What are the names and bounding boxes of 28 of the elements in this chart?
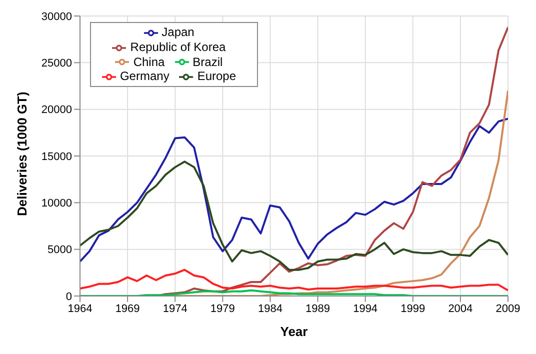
legend-label: Republic of Korea: [130, 40, 226, 54]
x-tick-label: 1994: [353, 302, 378, 315]
line-series: [80, 118, 508, 262]
line-series: [80, 160, 508, 271]
legend-label: China: [133, 54, 165, 69]
legend-label: Brazil: [192, 54, 223, 69]
x-tick-label: 1999: [400, 302, 426, 315]
y-tick-label: 25000: [41, 58, 72, 70]
y-tick-label: 30000: [41, 10, 72, 23]
y-tick-label: 5000: [48, 244, 72, 256]
line-series: [80, 268, 508, 292]
x-tick-label: 1984: [258, 302, 282, 315]
x-tick-label: 1964: [68, 302, 92, 315]
legend-label: Japan: [162, 25, 194, 39]
y-tick-label: 0: [66, 290, 72, 303]
y-tick-label: 10000: [41, 198, 72, 210]
x-tick-label: 1979: [210, 302, 235, 315]
x-tick-label: 1989: [306, 302, 330, 315]
x-tick-label: 2004: [448, 302, 473, 315]
y-tick-label: 15000: [41, 150, 72, 163]
x-axis-title: Year: [280, 324, 308, 339]
y-axis-title: Deliveries (1000 GT): [14, 92, 30, 216]
x-tick-label: 2009: [496, 302, 520, 315]
legend-label: Europe: [197, 69, 236, 84]
x-tick-label: 1974: [162, 302, 188, 315]
y-tick-label: 20000: [41, 104, 72, 116]
legend-label: Germany: [120, 69, 170, 84]
x-tick-label: 1969: [115, 302, 140, 315]
